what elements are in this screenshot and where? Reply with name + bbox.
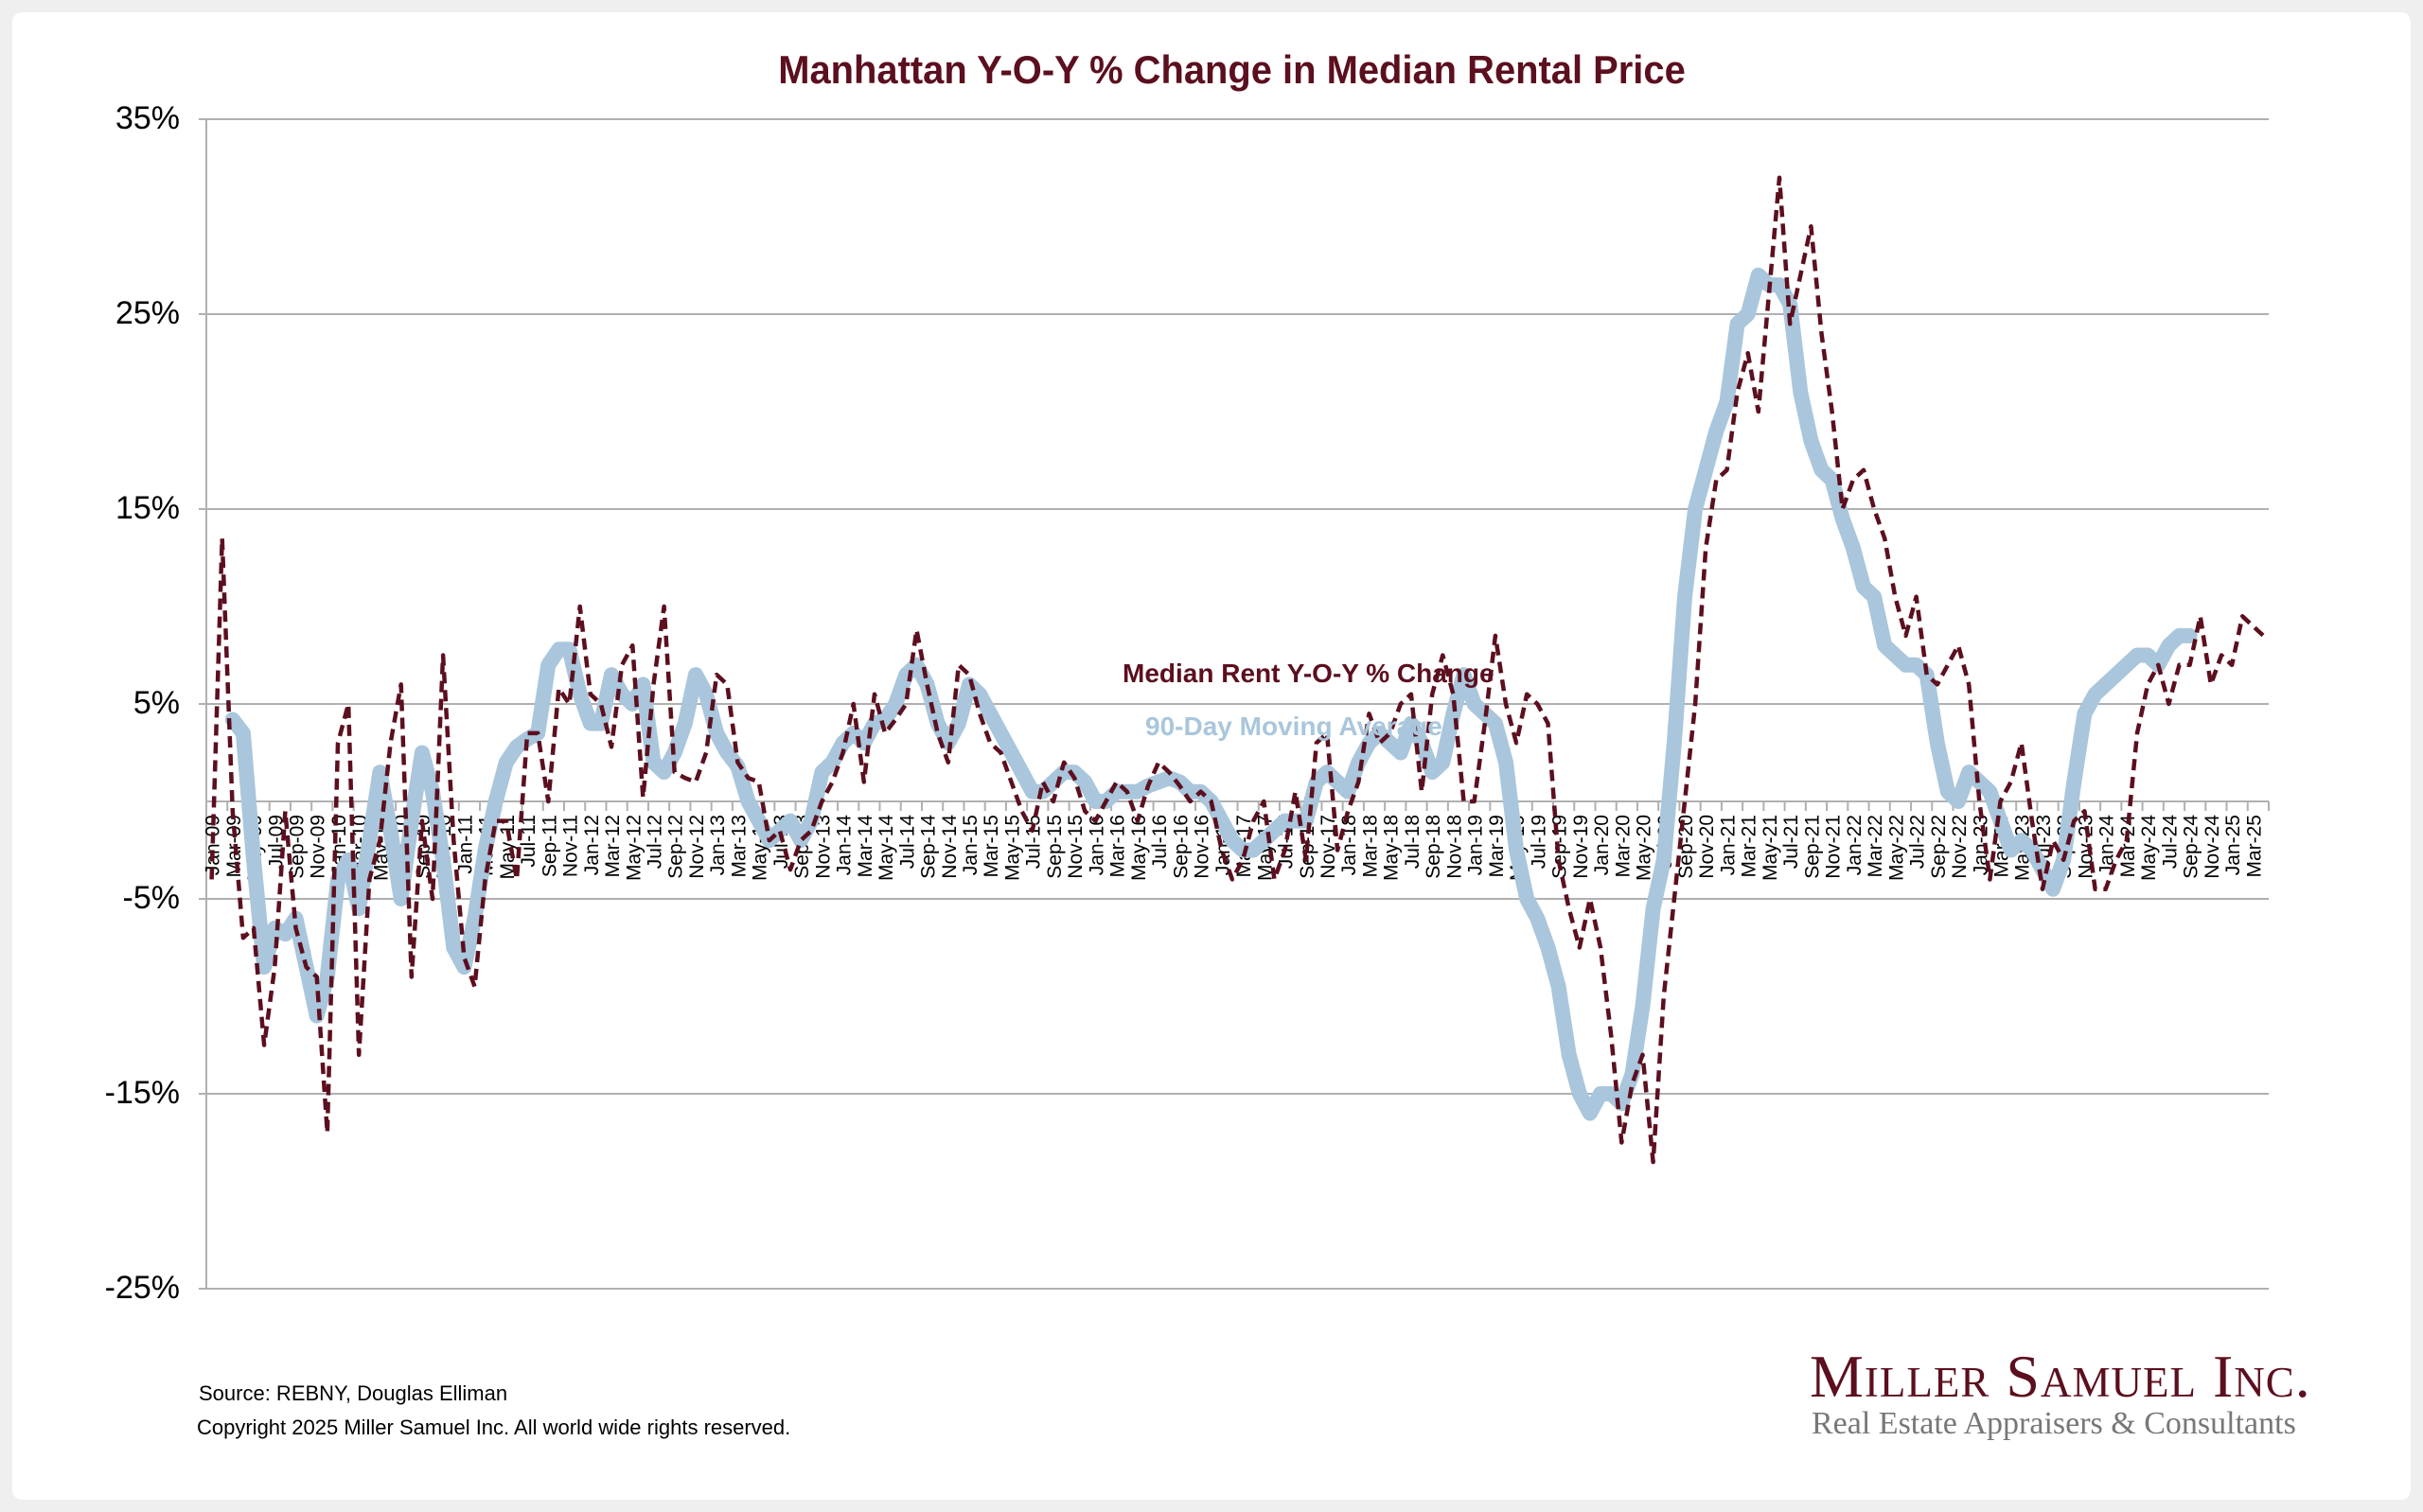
x-tick-label: May-18 (1381, 815, 1403, 881)
x-tick-label: Jul-21 (1780, 815, 1802, 869)
x-tick-label: Nov-16 (1192, 815, 1213, 879)
x-tick-label: Sep-18 (1423, 815, 1444, 879)
legend-median-rent: Median Rent Y-O-Y % Change (1123, 659, 1494, 688)
x-tick-label: Mar-25 (2243, 815, 2265, 878)
x-tick-label: Nov-19 (1570, 815, 1592, 879)
x-tick-label: Jan-25 (2222, 815, 2244, 875)
x-tick-label: Sep-24 (2181, 815, 2202, 879)
series-lines (209, 175, 2265, 1165)
copyright-note: Copyright 2025 Miller Samuel Inc. All wo… (197, 1415, 791, 1439)
x-tick-label: May-12 (623, 815, 645, 881)
x-tick-label: Nov-13 (812, 815, 834, 879)
x-tick-label: Mar-14 (855, 815, 876, 878)
x-tick-label: Jan-16 (1086, 815, 1107, 875)
x-tick-label: Jan-20 (1591, 815, 1613, 875)
x-tick-label: Mar-21 (1739, 815, 1760, 878)
x-tick-label: Jul-12 (644, 815, 665, 869)
x-tick-label: Jan-21 (1717, 815, 1739, 875)
x-tick-label: Nov-11 (560, 815, 582, 877)
x-tick-label: May-20 (1634, 815, 1655, 881)
x-tick-label: Sep-22 (1928, 815, 1950, 879)
x-tick-label: Sep-14 (918, 815, 940, 879)
x-tick-label: Nov-20 (1696, 815, 1718, 879)
x-tick-label: Nov-22 (1949, 815, 1971, 879)
legend-moving-average: 90-Day Moving Average (1145, 712, 1442, 741)
x-tick-label: Sep-21 (1801, 815, 1823, 879)
x-tick-label: Nov-18 (1443, 815, 1465, 879)
x-tick-label: Jul-24 (2159, 815, 2181, 870)
x-tick-label: Mar-19 (1486, 815, 1508, 878)
x-tick-label: Jan-12 (581, 815, 603, 875)
x-tick-label: Jul-09 (265, 815, 287, 869)
x-tick-label: Mar-24 (2117, 815, 2139, 878)
median-rent-line (209, 175, 2265, 1165)
y-tick-label: -25% (104, 1270, 180, 1306)
x-tick-label: Nov-09 (308, 815, 329, 879)
x-tick-label: Jul-16 (1149, 815, 1171, 869)
x-tick-label: Sep-11 (539, 815, 560, 877)
x-tick-label: Jul-14 (896, 815, 918, 870)
x-tick-label: Sep-12 (665, 815, 687, 879)
x-tick-label: Nov-15 (1065, 815, 1087, 879)
x-tick-label: Mar-16 (1107, 815, 1129, 878)
chart-card (12, 12, 2411, 1500)
x-tick-label: Mar-20 (1612, 815, 1634, 878)
x-tick-label: Jan-23 (1970, 815, 1991, 875)
x-tick-label: Mar-12 (602, 815, 624, 878)
chart-title: Manhattan Y-O-Y % Change in Median Renta… (778, 47, 1686, 92)
x-tick-label: Jan-22 (1844, 815, 1866, 875)
x-tick-label: May-11 (497, 815, 519, 879)
x-tick-label: Mar-13 (728, 815, 750, 878)
x-tick-label: May-22 (1885, 815, 1907, 881)
x-tick-label: Sep-15 (1044, 815, 1066, 879)
x-tick-label: Jan-13 (707, 815, 729, 875)
x-tick-label: May-14 (875, 815, 897, 881)
y-tick-label: 25% (115, 295, 180, 331)
x-tick-label: May-16 (1128, 815, 1150, 881)
x-tick-label: Sep-16 (1170, 815, 1192, 879)
moving-average-line (224, 267, 2198, 1121)
x-tick-label: Jan-14 (834, 815, 856, 876)
x-tick-label: May-15 (1001, 815, 1023, 881)
x-tick-label: May-24 (2138, 815, 2160, 881)
y-tick-label: -15% (104, 1075, 180, 1111)
y-tick-label: 15% (115, 490, 180, 526)
x-tick-label: May-21 (1760, 815, 1781, 881)
x-tick-label: Sep-09 (286, 815, 308, 879)
x-tick-label: Mar-18 (1359, 815, 1381, 878)
x-tick-label: Jan-24 (2096, 815, 2118, 876)
company-tagline: Real Estate Appraisers & Consultants (1812, 1406, 2296, 1441)
x-tick-label: Jan-11 (454, 815, 476, 874)
x-tick-label: Mar-22 (1865, 815, 1886, 878)
x-tick-label: Jan-18 (1338, 815, 1360, 875)
x-tick-label: Nov-21 (1823, 815, 1845, 879)
y-tick-label: -5% (122, 880, 180, 916)
x-tick-label: Jul-19 (1528, 815, 1549, 869)
x-tick-label: Nov-14 (939, 815, 961, 879)
x-tick-label: Jul-11 (518, 815, 539, 868)
source-note: Source: REBNY, Douglas Elliman (199, 1381, 508, 1405)
y-tick-label: 35% (115, 100, 180, 136)
x-tick-label: Mar-15 (981, 815, 1002, 878)
company-logo: Miller Samuel Inc. (1810, 1343, 2311, 1410)
x-tick-label: Jan-19 (1465, 815, 1487, 875)
gridlines (199, 118, 2269, 1290)
y-tick-label: 5% (133, 685, 180, 721)
x-tick-label: Nov-24 (2202, 815, 2223, 879)
x-tick-label: Jan-15 (960, 815, 982, 875)
x-tick-label: Jul-15 (1023, 815, 1045, 869)
x-tick-label: Jul-22 (1907, 815, 1929, 869)
x-tick-label: Jul-18 (1402, 815, 1424, 869)
x-tick-label: Jan-09 (203, 815, 224, 875)
x-tick-label: Nov-12 (686, 815, 708, 879)
